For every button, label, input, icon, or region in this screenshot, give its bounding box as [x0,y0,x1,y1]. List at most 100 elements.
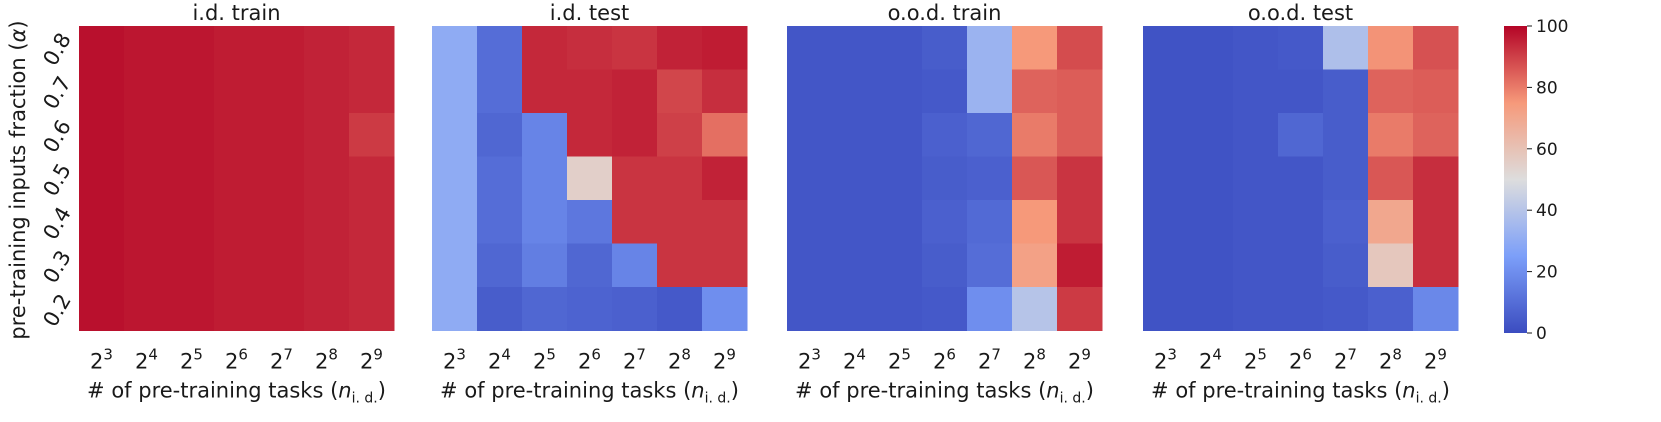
heatmap-cell [124,287,170,331]
x-tick-label: 25 [533,346,556,374]
heatmap-cell [832,113,878,157]
heatmap-cell [304,156,350,201]
x-tick-label: 27 [978,346,1001,374]
heatmap-cell [124,69,170,114]
x-tick-label: 26 [578,346,601,374]
heatmap-cell [349,287,395,331]
heatmap-cell [124,243,170,288]
heatmap-cell [877,156,923,201]
x-tick-label: 28 [668,346,691,374]
heatmap-cell [832,243,878,288]
heatmap-cell [657,287,703,331]
heatmap-cell [169,243,215,288]
heatmap-cell [612,287,658,331]
heatmap-cell [657,243,703,288]
x-tick-label: 23 [1154,346,1177,374]
panel-4: o.o.d. test 23 24 25 26 27 28 29 # of pre-traini… [1143,1,1459,407]
colorbar-tick-label: 100 [1536,17,1568,37]
heatmap-cell [1057,287,1103,331]
heatmap-cell [967,26,1013,70]
x-tick-label: 27 [1334,346,1357,374]
heatmap-cell [832,287,878,331]
x-tick-label: 25 [888,346,911,374]
heatmap-cell [477,156,523,201]
panel-title: i.d. train [192,1,280,25]
x-tick-label: 23 [443,346,466,374]
heatmap-cell [702,200,748,244]
heatmap-cell [922,156,968,201]
y-axis-label: pre-training inputs fraction (α) [6,20,30,339]
heatmap-cell [1057,200,1103,244]
heatmap-cell [79,200,125,244]
heatmap-cell [214,243,260,288]
heatmap-cell [877,200,923,244]
heatmap-cell [124,26,170,70]
colorbar: 0 20 40 60 80 100 [1504,17,1568,344]
heatmap-cell [877,113,923,157]
heatmap-cell [169,156,215,201]
panel-title: o.o.d. train [888,1,1002,25]
heatmap-cell [259,200,305,244]
heatmap-cell [702,26,748,70]
heatmap-cell [477,69,523,114]
heatmap-cell [1323,243,1369,288]
x-tick-label: 27 [270,346,293,374]
heatmap-cell [832,26,878,70]
heatmap-cell [79,243,125,288]
x-tick-label: 27 [623,346,646,374]
y-axis-label-symbol: α [6,28,30,42]
heatmap-cell [1278,200,1324,244]
heatmap-cell [1368,287,1414,331]
heatmap-cell [922,200,968,244]
heatmap-cell [349,200,395,244]
heatmap-cell [432,156,478,201]
heatmap-cell [304,287,350,331]
heatmap-cell [304,113,350,157]
heatmap-cell [1278,69,1324,114]
heatmap-cell [1188,69,1234,114]
x-tick-label: 24 [488,346,511,374]
x-axis-label: # of pre-training tasks (ni. d.) [795,379,1094,407]
heatmap-cell [432,113,478,157]
heatmap-cell [657,69,703,114]
heatmap-cell [1368,113,1414,157]
heatmap-cell [432,69,478,114]
heatmap-cell [214,113,260,157]
heatmap-cell [612,156,658,201]
heatmap-cell [567,200,613,244]
x-tick-label: 26 [1289,346,1312,374]
heatmap-cell [259,287,305,331]
heatmap-cell [1323,287,1369,331]
heatmap-cell [967,200,1013,244]
heatmap-cell [567,287,613,331]
y-axis-label-close: ) [6,20,30,28]
colorbar-tick-label: 80 [1536,78,1558,98]
heatmap-cell [79,287,125,331]
colorbar-tick-label: 40 [1536,201,1558,221]
heatmap-cell [877,243,923,288]
heatmap-cell [1012,200,1058,244]
y-tick-label: 0.2 [38,290,75,331]
heatmap-cell [612,243,658,288]
heatmap-cell [612,200,658,244]
x-tick-label: 29 [360,346,383,374]
heatmap-cell [124,156,170,201]
heatmap-cell [1368,200,1414,244]
heatmap-cell [1413,200,1459,244]
heatmap-cell [1188,156,1234,201]
heatmap-cell [1233,243,1279,288]
x-tick-label: 28 [1023,346,1046,374]
heatmap-cell [1413,243,1459,288]
heatmap-panels: i.d. train 23 24 25 26 27 28 29 # of pre-trainin… [38,1,1459,407]
heatmap-cell [1278,113,1324,157]
heatmap-cell [567,113,613,157]
heatmap-cell [169,200,215,244]
heatmap-cell [1057,69,1103,114]
panel-2: i.d. test 23 24 25 26 27 28 29 # of pre-training… [432,1,748,407]
heatmap-cell [787,243,833,288]
colorbar-tick-label: 20 [1536,263,1558,283]
heatmap-cell [522,69,568,114]
heatmap-cell [432,287,478,331]
heatmap-cell [1143,287,1189,331]
